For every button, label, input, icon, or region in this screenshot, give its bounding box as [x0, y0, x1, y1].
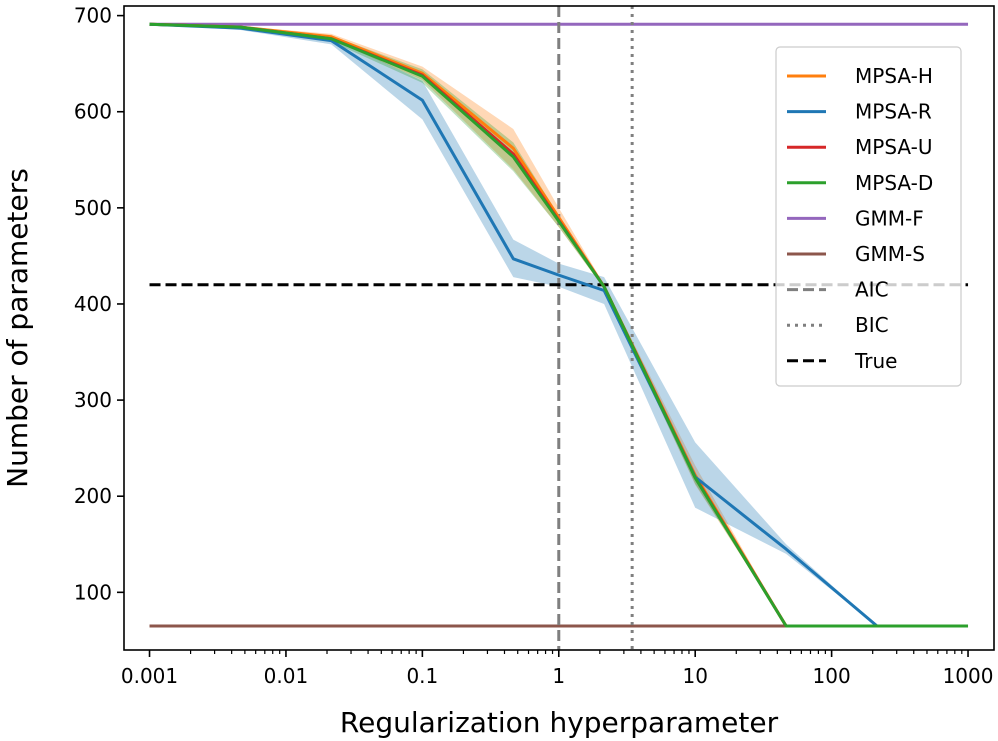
legend-label-mpsa-d: MPSA-D [855, 171, 933, 195]
y-tick-label: 400 [74, 292, 112, 316]
x-axis-ticks: 0.001 0.01 0.1 1 10 100 1000 [121, 650, 994, 688]
x-tick-label: 10 [682, 664, 707, 688]
legend-label-aic: AIC [855, 278, 889, 302]
legend-label-bic: BIC [855, 313, 889, 337]
legend: MPSA-H MPSA-R MPSA-U MPSA-D GMM-F GMM-S AIC BIC… [775, 46, 962, 387]
y-tick-label: 600 [74, 100, 112, 124]
legend-label-mpsa-r: MPSA-R [855, 100, 932, 124]
x-tick-label: 0.001 [121, 664, 178, 688]
x-tick-label: 1 [552, 664, 565, 688]
y-tick-label: 100 [74, 580, 112, 604]
series-lines [149, 22, 968, 628]
y-axis-ticks: 100 200 300 400 500 600 700 [74, 4, 124, 604]
x-tick-label: 0.01 [264, 664, 309, 688]
x-axis-label: Regularization hyperparameter [340, 706, 779, 739]
x-tick-label: 1000 [943, 664, 994, 688]
line-mpsa-d [149, 22, 968, 628]
x-tick-label: 100 [813, 664, 851, 688]
y-tick-label: 300 [74, 388, 112, 412]
legend-label-mpsa-u: MPSA-U [855, 135, 932, 159]
legend-label-mpsa-h: MPSA-H [855, 64, 933, 88]
y-tick-label: 200 [74, 484, 112, 508]
line-mpsa-r [149, 22, 968, 628]
legend-label-gmm-f: GMM-F [855, 206, 924, 230]
y-axis-label: Number of parameters [1, 168, 34, 488]
legend-label-gmm-s: GMM-S [855, 242, 925, 266]
y-tick-label: 700 [74, 4, 112, 28]
legend-label-true: True [854, 349, 897, 373]
legend-box [775, 46, 962, 387]
y-tick-label: 500 [74, 196, 112, 220]
x-tick-label: 0.1 [406, 664, 438, 688]
